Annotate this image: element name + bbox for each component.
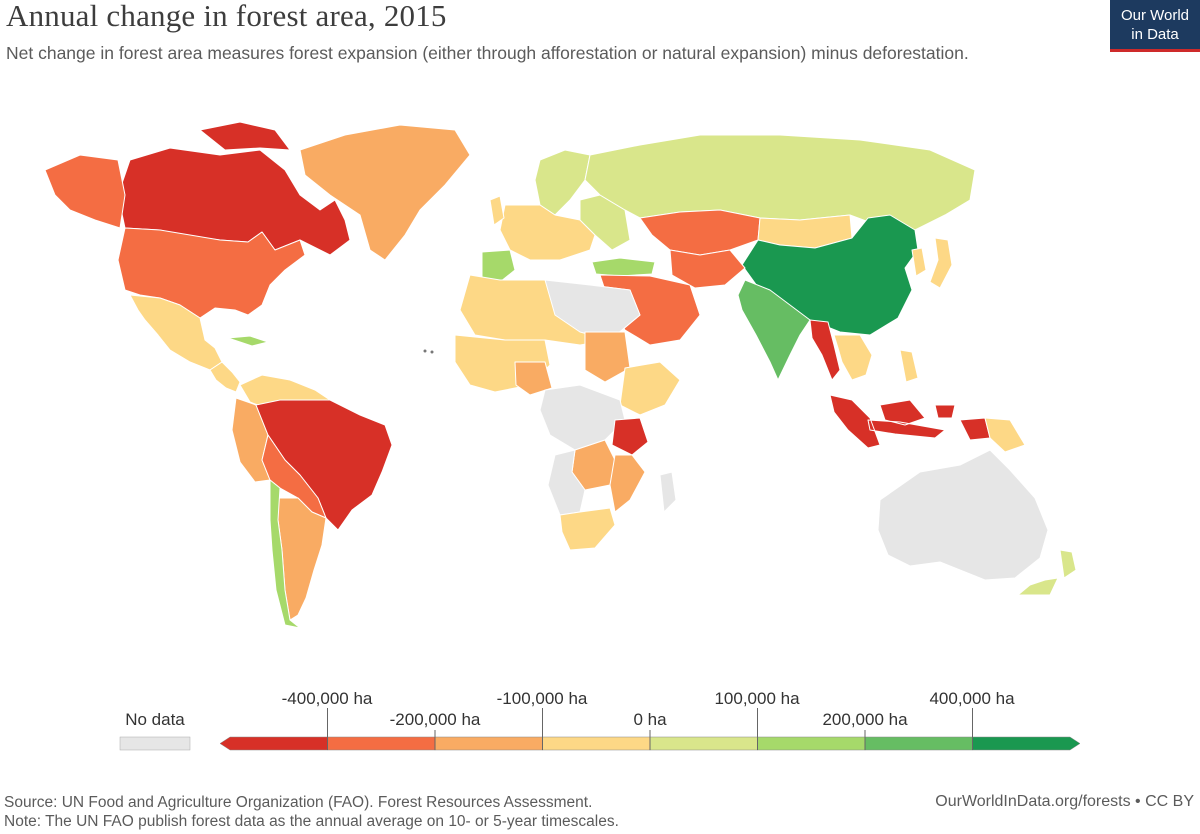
legend-bin-7[interactable]	[972, 736, 1081, 751]
region-new-zealand[interactable]	[1017, 549, 1077, 596]
region-india[interactable]	[737, 279, 811, 381]
region-south-africa[interactable]	[559, 507, 616, 551]
tick-label-zero: 0 ha	[633, 710, 667, 729]
world-map	[44, 121, 1077, 629]
region-kazakhstan[interactable]	[639, 209, 761, 256]
region-western-europe[interactable]	[499, 204, 596, 261]
region-alaska[interactable]	[44, 154, 126, 229]
region-korea-japan[interactable]	[911, 237, 953, 289]
tick-label-100k: 100,000 ha	[714, 689, 800, 708]
legend-bin-4[interactable]	[649, 736, 758, 751]
tick-label-minus-400k: -400,000 ha	[282, 689, 373, 708]
source-text: Source: UN Food and Agriculture Organiza…	[4, 794, 593, 811]
region-spain[interactable]	[481, 249, 516, 283]
region-scandinavia[interactable]	[534, 149, 591, 216]
legend-bin-1[interactable]	[327, 736, 436, 751]
region-russia[interactable]	[584, 134, 976, 231]
region-sudan[interactable]	[584, 331, 631, 383]
region-greenland[interactable]	[299, 124, 471, 261]
region-uk[interactable]	[489, 195, 505, 226]
tick-label-400k: 400,000 ha	[929, 689, 1015, 708]
region-tanzania[interactable]	[611, 417, 649, 456]
legend-bin-2[interactable]	[434, 736, 543, 751]
region-central-america[interactable]	[209, 361, 241, 393]
logo-line-1: Our World	[1120, 7, 1190, 24]
tick-label-200k: 200,000 ha	[822, 710, 908, 729]
legend-bin-0[interactable]	[219, 736, 328, 751]
no-data-swatch[interactable]	[119, 736, 191, 751]
chart-subtitle: Net change in forest area measures fores…	[6, 43, 969, 63]
region-australia[interactable]	[877, 449, 1049, 581]
no-data-label: No data	[125, 710, 185, 729]
legend: No data -400,000 ha -100,000 ha 100,000 …	[119, 689, 1081, 751]
legend-bin-6[interactable]	[864, 736, 973, 751]
region-turkey[interactable]	[591, 257, 656, 277]
tick-label-minus-100k: -100,000 ha	[497, 689, 588, 708]
region-namibia-botswana[interactable]	[547, 449, 586, 516]
legend-bin-3[interactable]	[542, 736, 651, 751]
map-dots	[423, 349, 434, 354]
region-madagascar[interactable]	[659, 471, 677, 513]
note-text: Note: The UN FAO publish forest data as …	[4, 813, 619, 830]
region-mozambique[interactable]	[609, 454, 646, 513]
region-indonesia[interactable]	[829, 394, 991, 449]
footer-source-note: Source: UN Food and Agriculture Organiza…	[4, 793, 619, 831]
chart-title: Annual change in forest area, 2015	[6, 0, 447, 33]
owid-logo[interactable]: Our World in Data	[1110, 0, 1200, 52]
region-southeast-asia[interactable]	[833, 334, 873, 381]
region-united-states[interactable]	[117, 227, 306, 319]
legend-bin-5[interactable]	[757, 736, 866, 751]
logo-line-2: in Data	[1131, 26, 1179, 43]
region-chile[interactable]	[269, 479, 301, 629]
region-canada-islands[interactable]	[199, 121, 291, 151]
region-central-asia[interactable]	[669, 249, 746, 289]
region-egypt-libya[interactable]	[544, 279, 641, 341]
region-papua-new-guinea[interactable]	[984, 417, 1026, 453]
region-nigeria[interactable]	[514, 361, 553, 396]
region-cuba[interactable]	[227, 335, 269, 347]
region-philippines[interactable]	[899, 349, 919, 383]
region-east-africa[interactable]	[619, 361, 681, 416]
region-myanmar[interactable]	[809, 319, 841, 381]
tick-label-minus-200k: -200,000 ha	[390, 710, 481, 729]
footer-credit-link[interactable]: OurWorldInData.org/forests • CC BY	[935, 793, 1194, 810]
